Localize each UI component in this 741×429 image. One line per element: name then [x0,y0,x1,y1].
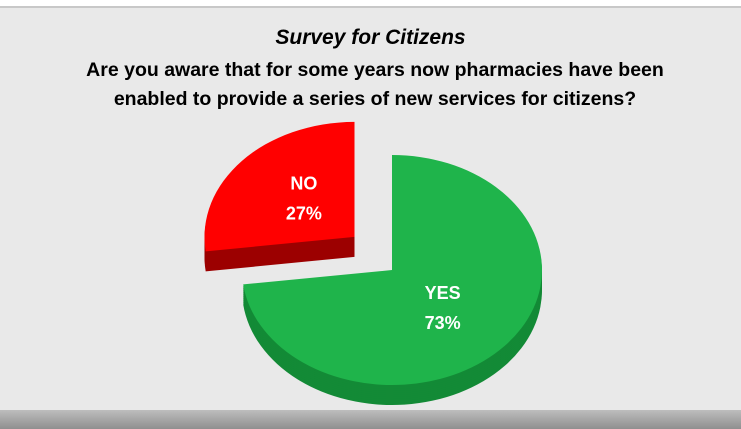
slice-value-label: 73% [425,313,461,333]
slice-label: YES [425,283,461,303]
footer-band [0,410,741,429]
chart-subtitle: Are you aware that for some years now ph… [86,59,664,110]
pie-slice [243,155,542,385]
chart-title: Survey for Citizens [275,26,466,49]
slice-label: NO [290,174,317,194]
slice-value-label: 27% [286,204,322,224]
pie-slice [204,121,355,252]
